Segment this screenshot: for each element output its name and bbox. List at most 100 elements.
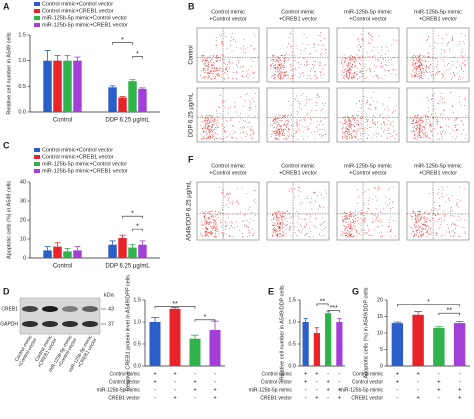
bar bbox=[108, 244, 117, 258]
condition-mark: + bbox=[396, 372, 400, 378]
column-label: Control mimic bbox=[281, 9, 315, 15]
y-tick-label: 0.0 bbox=[18, 109, 26, 115]
condition-mark: + bbox=[458, 388, 462, 394]
error-bar bbox=[74, 246, 81, 251]
blot-membrane bbox=[19, 297, 101, 335]
error-bar bbox=[54, 242, 61, 247]
condition-mark: + bbox=[193, 380, 197, 386]
y-tick-label: 40 bbox=[20, 179, 26, 185]
legend-swatch bbox=[34, 162, 40, 166]
blot-unit: kDa bbox=[104, 292, 115, 298]
bar bbox=[209, 329, 221, 366]
condition-mark: + bbox=[458, 396, 462, 402]
bar bbox=[453, 323, 466, 366]
flow-events bbox=[200, 32, 256, 80]
x-tick-label: DDP 6.25 μg/mL bbox=[105, 118, 150, 124]
error-bar bbox=[54, 55, 61, 61]
blot-band bbox=[62, 306, 78, 312]
condition-mark: - bbox=[154, 388, 156, 394]
significance-label: * bbox=[427, 299, 430, 306]
error-bar bbox=[303, 318, 308, 322]
column-label: Control mimic bbox=[281, 163, 315, 169]
bar bbox=[412, 314, 424, 366]
error-bar bbox=[109, 240, 116, 245]
y-tick-label: 0.0 bbox=[288, 363, 296, 369]
condition-label: miR-125b-5p mimic bbox=[340, 387, 384, 393]
panel-letter: A bbox=[3, 1, 10, 11]
error-bar bbox=[139, 240, 146, 245]
legend-label: miR-125b-5p mimic+Control vector bbox=[42, 15, 127, 21]
condition-mark: + bbox=[437, 388, 441, 394]
condition-mark: + bbox=[338, 388, 342, 394]
flow-events bbox=[410, 186, 466, 238]
condition-mark: - bbox=[338, 380, 340, 386]
y-tick-label: 0.0 bbox=[133, 363, 141, 369]
bar bbox=[336, 322, 343, 366]
condition-mark: - bbox=[396, 396, 398, 402]
significance-bracket bbox=[327, 310, 340, 313]
condition-label: CREB1 vector bbox=[260, 395, 292, 401]
blot-band bbox=[22, 306, 38, 312]
significance-label: * bbox=[121, 37, 124, 44]
condition-mark: + bbox=[304, 372, 308, 378]
flow-events bbox=[200, 93, 257, 140]
significance-label: * bbox=[204, 314, 207, 321]
condition-label: Control mimic bbox=[109, 371, 140, 377]
condition-mark: - bbox=[459, 372, 461, 378]
column-label: +Control vector bbox=[209, 16, 247, 22]
condition-mark: + bbox=[416, 372, 420, 378]
condition-mark: + bbox=[396, 380, 400, 386]
legend-label: miR-125b-5p mimic+CREB1 vector bbox=[42, 168, 128, 174]
condition-mark: - bbox=[438, 396, 440, 402]
error-bar bbox=[64, 55, 71, 61]
condition-mark: - bbox=[214, 372, 216, 378]
column-label: miR-125b-5p mimic bbox=[344, 163, 392, 169]
y-axis-label: Relative cell number in A549/DDP cells bbox=[279, 285, 285, 381]
error-bar bbox=[129, 244, 136, 248]
column-label: +Control vector bbox=[349, 170, 387, 176]
condition-mark: - bbox=[459, 380, 461, 386]
condition-label: Control vector bbox=[109, 379, 140, 385]
condition-mark: - bbox=[214, 380, 216, 386]
flow-events bbox=[340, 186, 397, 238]
flow-events bbox=[340, 32, 397, 80]
significance-label: ** bbox=[320, 298, 326, 305]
condition-mark: + bbox=[173, 396, 177, 402]
row-label: Control bbox=[189, 45, 195, 64]
bar bbox=[118, 238, 127, 258]
band-size: 43 bbox=[108, 306, 114, 312]
band-size: 37 bbox=[108, 321, 114, 327]
y-tick-label: 0 bbox=[380, 363, 383, 369]
bar bbox=[73, 250, 82, 258]
condition-mark: - bbox=[327, 372, 329, 378]
row-label: A549/DDP 6.25 μg/mL bbox=[187, 180, 193, 241]
error-bar bbox=[434, 326, 443, 329]
significance-label: ** bbox=[172, 301, 178, 308]
y-tick-label: 10 bbox=[377, 330, 383, 336]
bar bbox=[313, 333, 320, 366]
y-axis-label: Relative cell number in A549 cells bbox=[6, 32, 12, 114]
bar bbox=[43, 60, 52, 112]
significance-bracket bbox=[112, 42, 133, 45]
panel-letter: C bbox=[3, 140, 10, 150]
condition-label: miR-125b-5p mimic bbox=[249, 387, 293, 393]
bar bbox=[391, 323, 404, 366]
y-tick-label: 5 bbox=[380, 347, 383, 353]
x-tick-label: Control bbox=[53, 264, 72, 270]
flow-plot-frame bbox=[196, 87, 260, 143]
condition-mark: + bbox=[326, 388, 330, 394]
column-label: miR-125b-5p mimic bbox=[344, 9, 392, 15]
bar bbox=[149, 322, 161, 366]
x-tick-label: DDP 6.25 μg/mL bbox=[105, 264, 150, 270]
condition-label: Control mimic bbox=[261, 371, 292, 377]
bar bbox=[189, 338, 201, 366]
bar bbox=[53, 60, 62, 112]
error-bar bbox=[129, 79, 136, 82]
significance-bracket bbox=[438, 312, 460, 316]
legend-swatch bbox=[34, 155, 40, 159]
y-tick-label: 0 bbox=[23, 255, 26, 261]
condition-mark: - bbox=[305, 388, 307, 394]
error-bar bbox=[455, 321, 464, 324]
significance-label: *** bbox=[330, 305, 338, 312]
